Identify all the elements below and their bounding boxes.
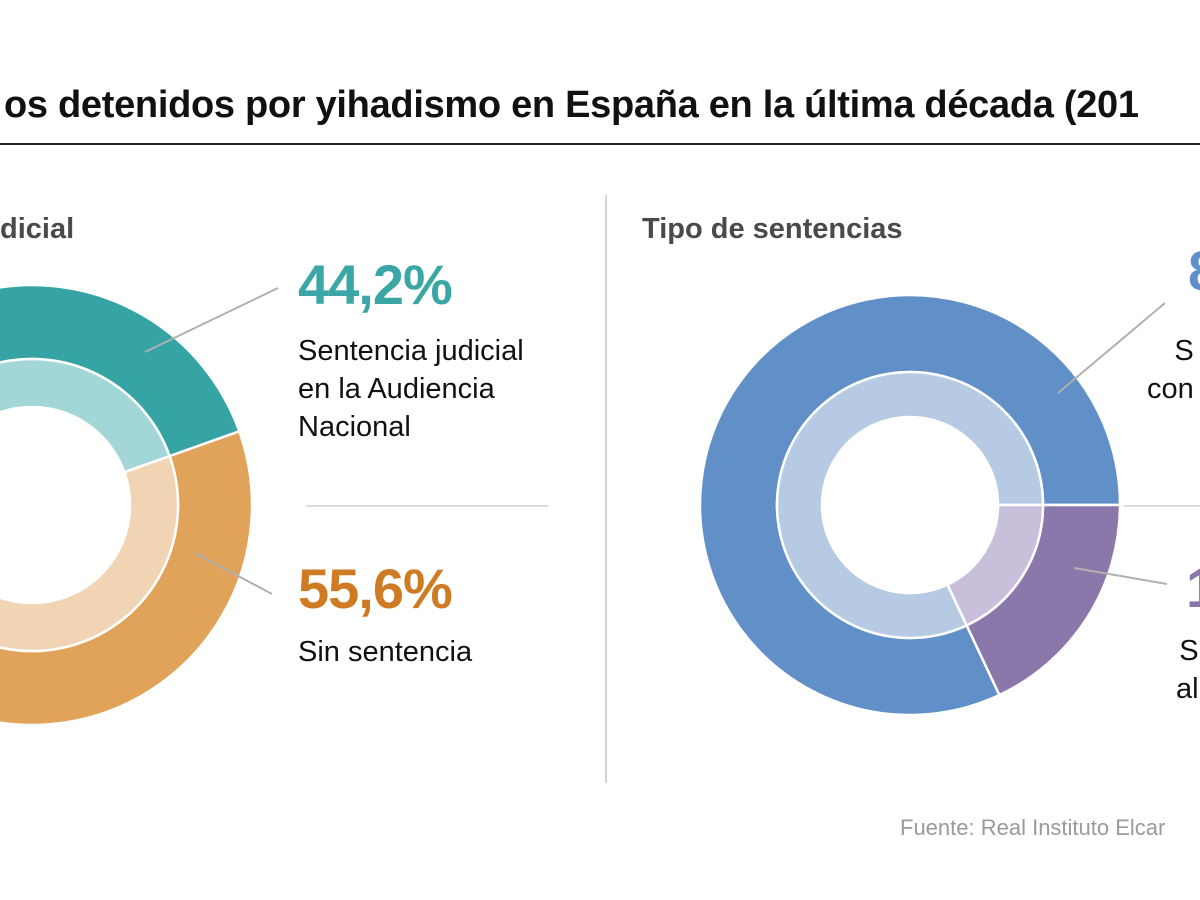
left-panel-title: dicial (0, 213, 75, 245)
right-category-label-1: S con (1147, 335, 1194, 405)
right-panel-title: Tipo de sentencias (642, 213, 903, 245)
chart-title-text: os detenidos por yihadismo en España en … (4, 84, 1139, 126)
leader-line-sentencia (144, 287, 279, 353)
right-value-label-2: 1 (1186, 555, 1200, 620)
title-rule (0, 143, 1200, 145)
left-value-label-sentencia: 44,2% (298, 253, 453, 316)
donut1-inner-slice-1 (945, 503, 1045, 628)
left-category-label-sentencia: Sentencia judicial en la Audiencia Nacio… (298, 335, 524, 443)
chart-title: os detenidos por yihadismo en España en … (0, 84, 1139, 127)
donut0-outer-slice-0 (0, 283, 241, 458)
left-category-label-sin-sentencia: Sin sentencia (298, 636, 473, 668)
right-category-label-2: S al (1176, 635, 1199, 705)
left-value-label-sin-sentencia: 55,6% (298, 557, 453, 620)
donut1-inner-slice-0 (775, 370, 1045, 640)
panel-divider (605, 195, 607, 783)
donut0-inner-slice-0 (0, 357, 172, 474)
right-value-label-1: 8 (1188, 238, 1200, 303)
leader-line-sin-sentencia (194, 552, 273, 595)
left-label-separator (306, 505, 548, 507)
leader-line-right-2 (1073, 567, 1168, 585)
leader-line-right-1 (1057, 302, 1166, 394)
source-note: Fuente: Real Instituto Elcar (900, 815, 1166, 840)
donut0-inner-slice-1 (0, 454, 180, 653)
right-label-separator (1124, 505, 1200, 507)
